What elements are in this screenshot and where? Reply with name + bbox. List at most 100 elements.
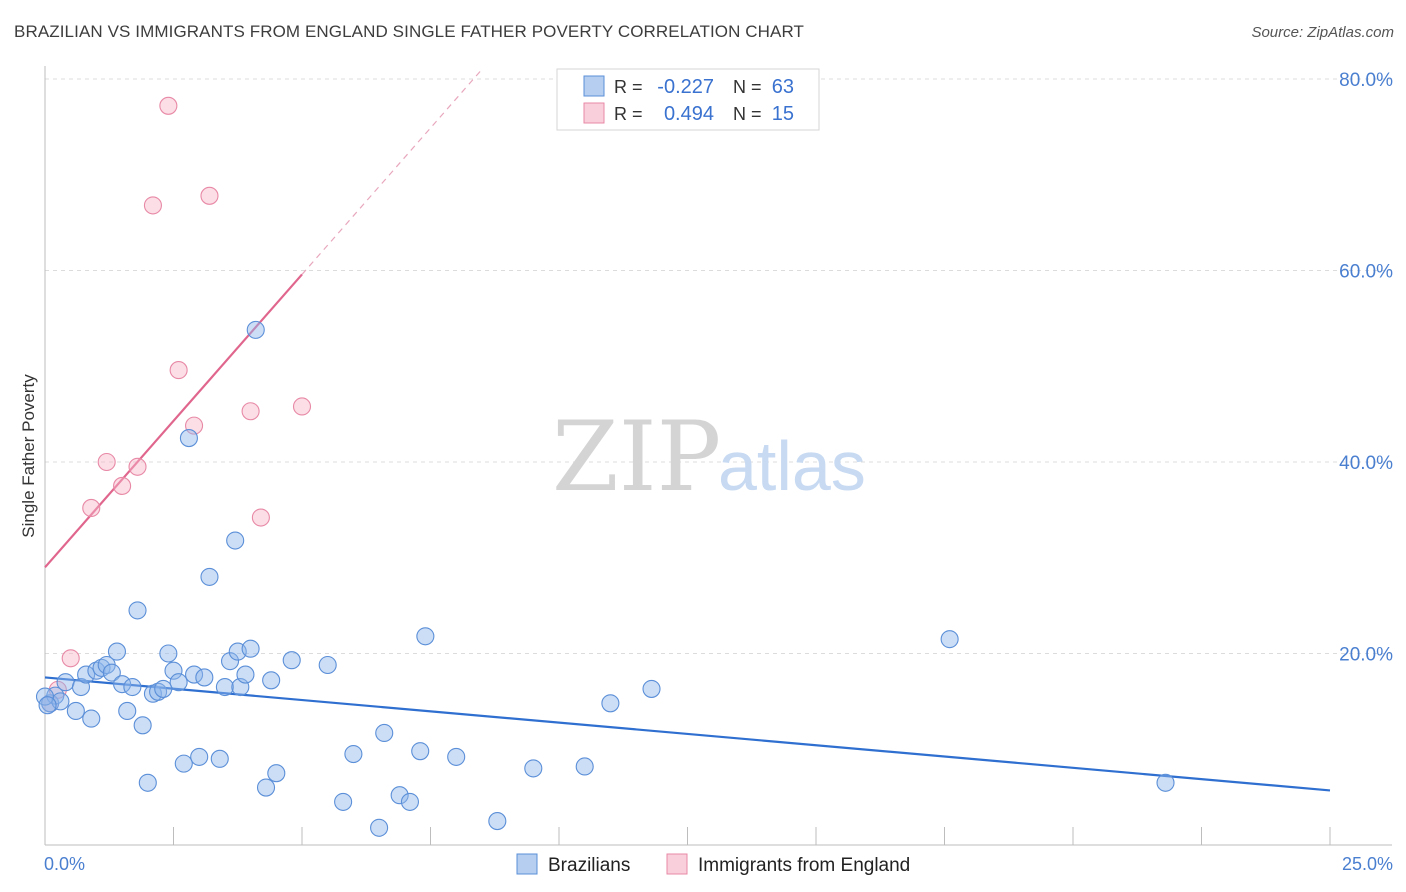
stats-r-label-england: R = — [614, 104, 643, 124]
point-brazilians — [174, 754, 193, 773]
y-tick-label: 60.0% — [1339, 262, 1393, 283]
data-points — [35, 96, 1175, 837]
point-brazilians — [164, 661, 183, 680]
legend-label-brazilians: Brazilians — [548, 855, 630, 876]
trend-line-1 — [44, 273, 303, 569]
x-tick-label: 25.0% — [1342, 854, 1393, 874]
point-brazilians — [113, 675, 132, 694]
point-england — [169, 361, 188, 380]
y-tick-label: 80.0% — [1339, 70, 1393, 91]
point-brazilians — [190, 747, 209, 766]
series-legend: Brazilians Immigrants from England — [516, 853, 910, 876]
stats-legend: R = -0.227 N = 63 R = 0.494 N = 15 — [556, 68, 820, 131]
point-brazilians — [82, 709, 101, 728]
point-brazilians — [375, 723, 394, 743]
point-brazilians — [318, 655, 337, 675]
stats-r-value-england: 0.494 — [664, 103, 714, 125]
point-brazilians — [179, 429, 198, 448]
point-brazilians — [940, 630, 959, 649]
legend-swatch-brazilians — [516, 853, 538, 875]
y-tick-label: 20.0% — [1339, 645, 1393, 666]
point-brazilians — [642, 679, 661, 698]
point-brazilians — [87, 661, 106, 680]
point-brazilians — [241, 639, 260, 658]
legend-label-england: Immigrants from England — [698, 855, 910, 876]
point-brazilians — [220, 652, 240, 671]
trend-lines — [44, 69, 1331, 792]
y-tick-label: 40.0% — [1339, 453, 1393, 474]
point-brazilians — [226, 531, 245, 550]
point-brazilians — [390, 786, 409, 805]
point-brazilians — [154, 679, 173, 698]
stats-n-label-brazilians: N = — [733, 77, 762, 97]
point-brazilians — [215, 677, 234, 697]
watermark-zip: ZIP — [552, 401, 721, 513]
point-brazilians — [128, 601, 147, 620]
point-brazilians — [447, 747, 466, 766]
point-england — [128, 457, 147, 476]
point-brazilians — [575, 757, 594, 776]
point-england — [143, 196, 162, 215]
trend-line-extension-1 — [301, 69, 483, 275]
point-brazilians — [601, 694, 620, 713]
point-brazilians — [123, 677, 142, 697]
axes — [44, 66, 1392, 846]
point-brazilians — [56, 673, 75, 692]
point-england — [61, 649, 80, 668]
point-england — [200, 186, 219, 205]
watermark-atlas: atlas — [718, 427, 866, 505]
point-brazilians — [267, 764, 286, 783]
point-brazilians — [400, 792, 419, 811]
stats-n-value-england: 15 — [772, 103, 794, 125]
watermark: ZIP atlas — [552, 401, 866, 513]
chart-title: BRAZILIAN VS IMMIGRANTS FROM ENGLAND SIN… — [14, 22, 805, 41]
legend-swatch-england — [666, 853, 688, 875]
y-tick-labels: 20.0% 40.0% 60.0% 80.0% — [1339, 70, 1393, 666]
point-brazilians — [262, 671, 281, 690]
point-brazilians — [92, 658, 111, 677]
point-brazilians — [344, 744, 363, 764]
point-brazilians — [138, 773, 157, 792]
point-brazilians — [149, 682, 168, 701]
stats-n-value-brazilians: 63 — [772, 76, 794, 98]
point-england — [159, 96, 178, 115]
point-brazilians — [118, 701, 137, 721]
point-brazilians — [488, 812, 507, 831]
point-brazilians — [334, 792, 353, 811]
point-brazilians — [210, 749, 229, 768]
chart-source: Source: ZipAtlas.com — [1251, 24, 1394, 41]
trend-line-0 — [44, 676, 1331, 792]
point-brazilians — [1156, 773, 1175, 792]
point-brazilians — [524, 759, 543, 778]
stats-swatch-england — [583, 102, 605, 124]
point-brazilians — [185, 665, 204, 684]
point-brazilians — [282, 651, 301, 670]
point-brazilians — [102, 663, 121, 682]
point-brazilians — [169, 673, 188, 692]
point-brazilians — [411, 742, 430, 761]
point-brazilians — [370, 818, 389, 837]
point-brazilians — [133, 716, 152, 735]
point-brazilians — [200, 567, 219, 586]
y-axis-label: Single Father Poverty — [19, 374, 38, 538]
point-england — [251, 508, 270, 527]
point-england — [97, 452, 116, 472]
gridlines — [45, 78, 1392, 654]
point-brazilians — [38, 696, 57, 715]
point-england — [113, 476, 132, 495]
point-brazilians — [416, 627, 435, 646]
stats-r-value-brazilians: -0.227 — [657, 76, 714, 98]
point-brazilians — [256, 778, 276, 797]
x-tick-label: 0.0% — [44, 854, 85, 874]
point-brazilians — [195, 668, 214, 687]
point-brazilians — [159, 644, 178, 663]
point-england — [241, 402, 260, 421]
stats-r-label-brazilians: R = — [614, 77, 643, 97]
point-brazilians — [66, 701, 85, 721]
point-brazilians — [107, 642, 127, 661]
point-england — [82, 498, 101, 518]
x-tick-labels: 0.0% 25.0% — [44, 854, 1393, 874]
point-brazilians — [77, 665, 96, 684]
point-england — [292, 397, 312, 416]
